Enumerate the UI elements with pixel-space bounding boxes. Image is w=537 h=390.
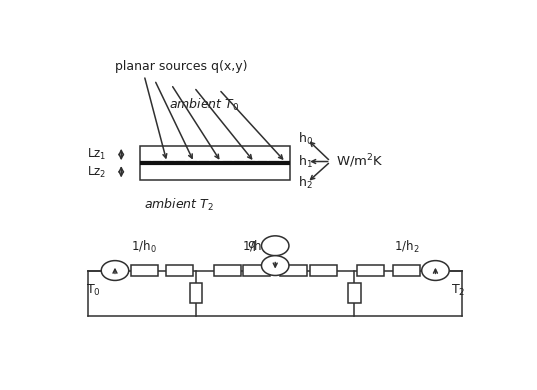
Text: Lz$_1$: Lz$_1$ [88, 147, 107, 163]
Bar [348, 283, 360, 303]
Bar [358, 265, 384, 276]
Bar [393, 265, 420, 276]
Bar [190, 283, 202, 303]
Text: ambient T$_2$: ambient T$_2$ [144, 197, 214, 213]
Bar [214, 265, 241, 276]
Bar [309, 265, 337, 276]
Text: T$_0$: T$_0$ [86, 284, 100, 298]
Text: W/m$^2$K: W/m$^2$K [336, 153, 383, 170]
Text: h$_2$: h$_2$ [298, 174, 313, 191]
Circle shape [262, 256, 289, 275]
Bar [166, 265, 193, 276]
Bar [280, 265, 308, 276]
Bar [130, 265, 158, 276]
Text: 1/h$_0$: 1/h$_0$ [132, 239, 157, 255]
Text: 1/h$_2$: 1/h$_2$ [394, 239, 419, 255]
Bar [243, 265, 270, 276]
Text: q: q [247, 238, 255, 251]
Text: 1/h$_1$: 1/h$_1$ [242, 239, 267, 255]
Circle shape [422, 261, 449, 280]
Text: h$_0$: h$_0$ [298, 131, 313, 147]
Bar [140, 146, 290, 181]
Text: T$_2$: T$_2$ [451, 284, 466, 298]
Text: h$_1$: h$_1$ [298, 153, 313, 170]
Circle shape [101, 261, 129, 280]
Text: planar sources q(x,y): planar sources q(x,y) [115, 60, 248, 73]
Circle shape [262, 236, 289, 256]
Text: Lz$_2$: Lz$_2$ [88, 165, 107, 181]
Text: ambient T$_0$: ambient T$_0$ [169, 98, 240, 113]
